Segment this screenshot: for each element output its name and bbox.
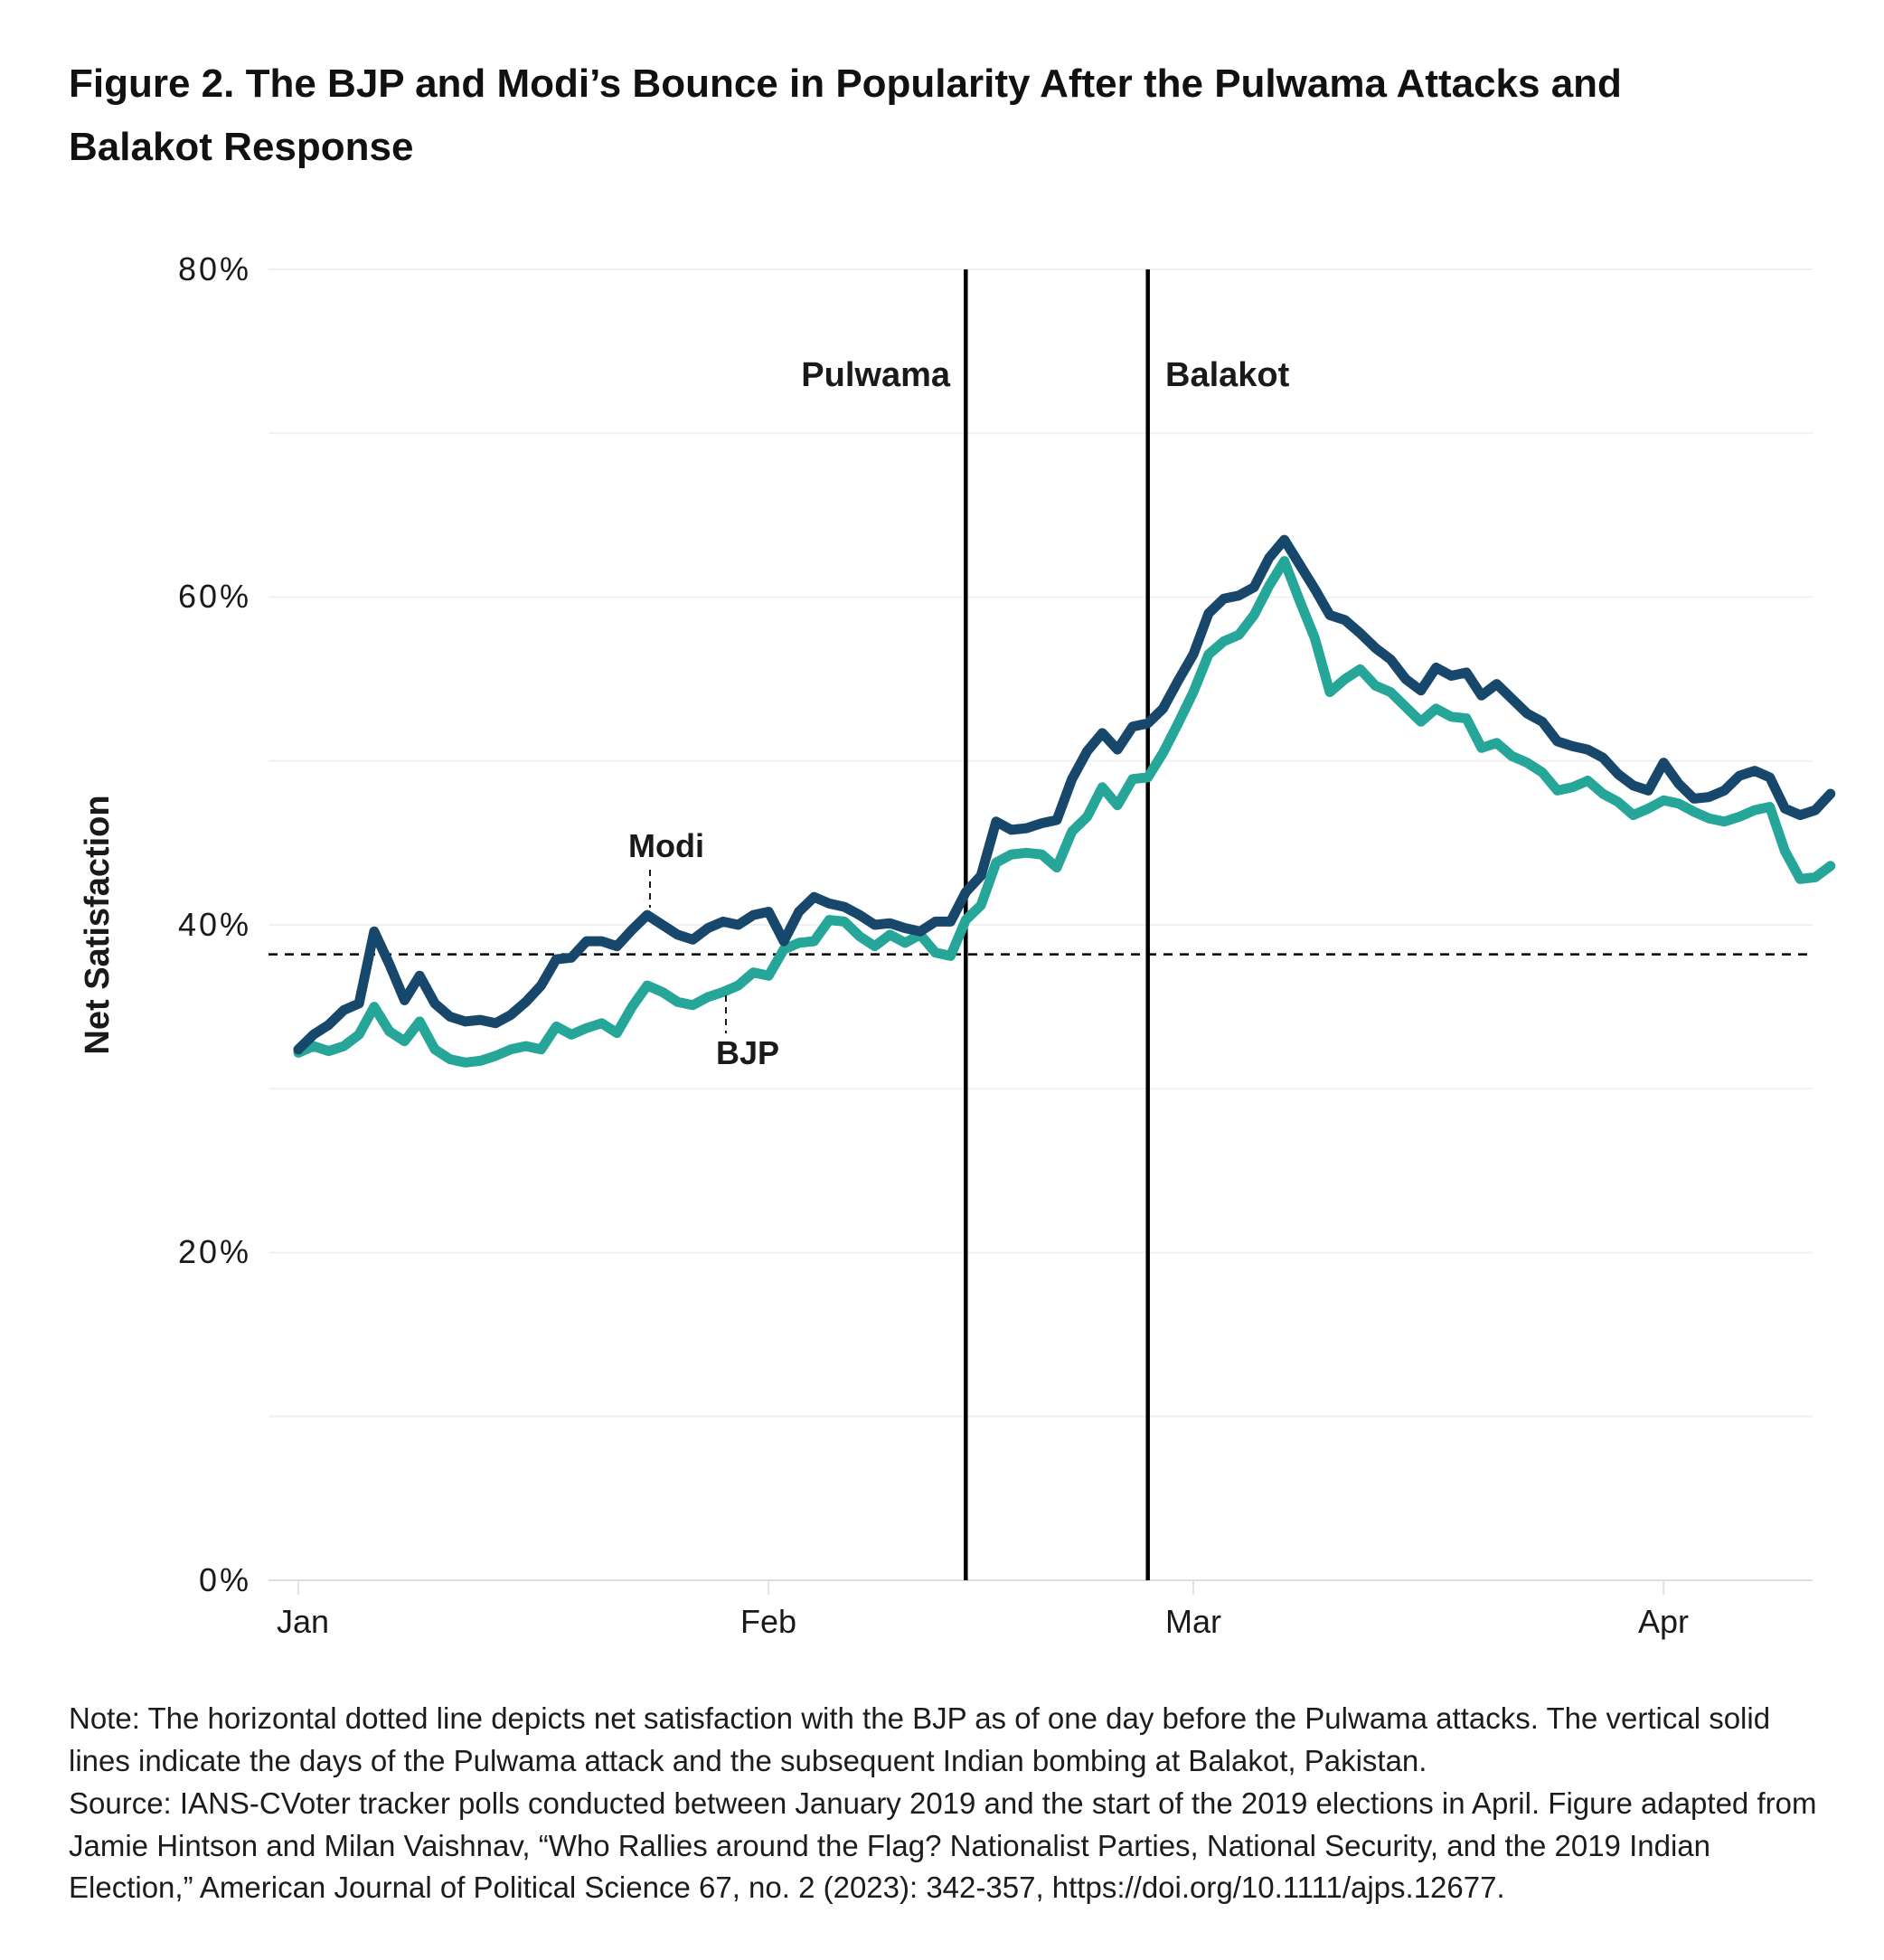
x-tick-label-apr: Apr <box>1638 1603 1689 1640</box>
bjp-line <box>293 556 1836 1068</box>
modi-line <box>293 534 1836 1055</box>
y-tick-label-20: 20% <box>178 1233 251 1270</box>
x-tick-label-feb: Feb <box>740 1603 796 1640</box>
x-tick-label-mar: Mar <box>1165 1603 1221 1640</box>
balakot-event-label: Balakot <box>1165 356 1290 394</box>
source-text: Source: IANS-CVoter tracker polls conduc… <box>69 1786 1817 1905</box>
y-axis-title: Net Satisfaction <box>79 795 117 1054</box>
bjp-series-label: BJP <box>716 1034 779 1071</box>
y-tick-label-0: 0% <box>199 1561 251 1598</box>
y-tick-label-80: 80% <box>178 250 251 287</box>
x-tick-label-jan: Jan <box>277 1603 329 1640</box>
note-text: Note: The horizontal dotted line depicts… <box>69 1701 1771 1777</box>
pulwama-event-label: Pulwama <box>801 356 951 394</box>
y-tick-label-40: 40% <box>178 906 251 943</box>
data-series-lines <box>293 534 1836 1068</box>
figure-title: Figure 2. The BJP and Modi’s Bounce in P… <box>69 61 1622 170</box>
modi-series-label: Modi <box>628 827 704 864</box>
x-axis-tick-marks <box>297 1580 1665 1595</box>
y-tick-label-60: 60% <box>178 578 251 615</box>
gridlines <box>268 269 1813 1581</box>
figure-notes: Note: The horizontal dotted line depicts… <box>69 1698 1823 1909</box>
